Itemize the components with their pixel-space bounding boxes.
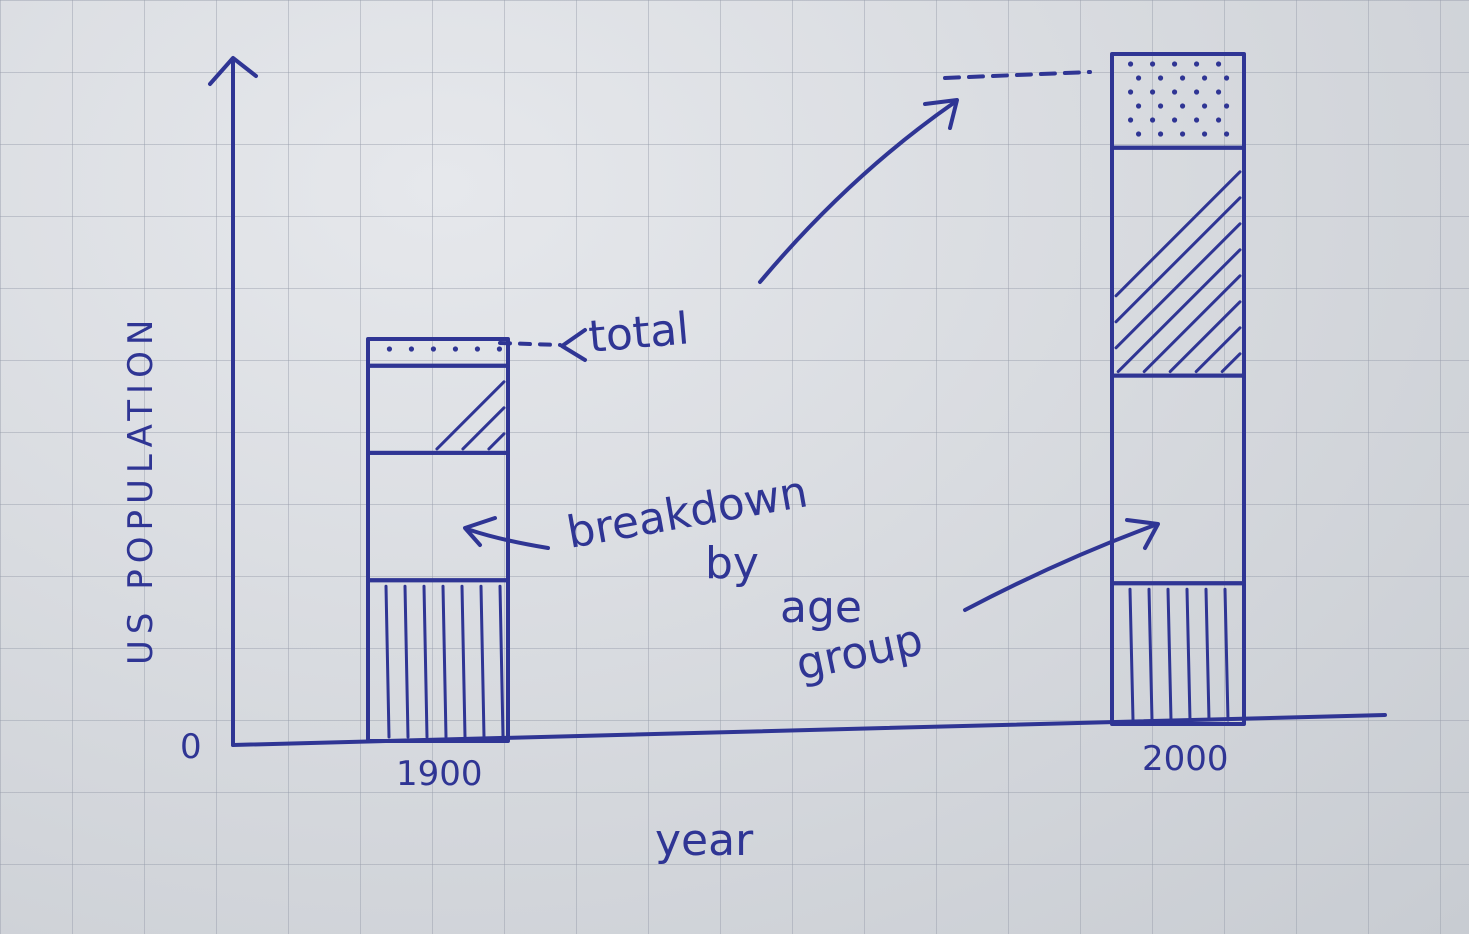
x-axis-title: year xyxy=(655,815,754,866)
bar-fill-2000-vertical-lines xyxy=(1128,587,1230,722)
total-arrowhead-right xyxy=(923,98,959,130)
breakdown-annotation: breakdown by age group xyxy=(463,466,1160,691)
bar-fill-2000-diagonal-lines xyxy=(1114,170,1242,374)
breakdown-label-line2: by xyxy=(705,538,759,589)
total-dash-1900 xyxy=(498,341,562,347)
bar-segment-1900-diagonal-lines xyxy=(366,363,510,455)
total-label: total xyxy=(587,303,692,363)
breakdown-arrow-left xyxy=(468,528,550,550)
bar-segment-1900-blank xyxy=(366,450,510,583)
total-annotation: total xyxy=(498,70,1092,363)
breakdown-arrowhead-left xyxy=(463,516,497,547)
bar-segment-1900-dots xyxy=(366,337,510,368)
total-dash-2000 xyxy=(943,70,1092,80)
breakdown-arrowhead-right xyxy=(1125,518,1160,550)
bar-fill-1900-diagonal-lines xyxy=(435,380,506,451)
y-axis-arrowhead xyxy=(208,56,258,86)
bar-segment-2000-dots xyxy=(1110,52,1246,150)
bar-fill-1900-vertical-lines xyxy=(384,584,505,739)
bars xyxy=(366,52,1246,744)
bar-segment-2000-blank xyxy=(1110,373,1246,586)
y-axis-title: US POPULATION xyxy=(121,314,161,665)
x-tick-label-2000: 2000 xyxy=(1142,739,1229,779)
bar-fill-2000-dots xyxy=(1127,61,1230,137)
y-tick-label-0: 0 xyxy=(180,727,202,767)
total-arrow-to-2000 xyxy=(758,100,957,284)
breakdown-label-line3: age xyxy=(780,582,862,633)
total-arrowhead-left xyxy=(560,328,587,362)
x-tick-label-1900: 1900 xyxy=(396,754,483,794)
breakdown-label-line1: breakdown xyxy=(563,466,811,558)
breakdown-arrow-right xyxy=(963,523,1157,612)
bar-fill-1900-dots xyxy=(386,346,503,352)
